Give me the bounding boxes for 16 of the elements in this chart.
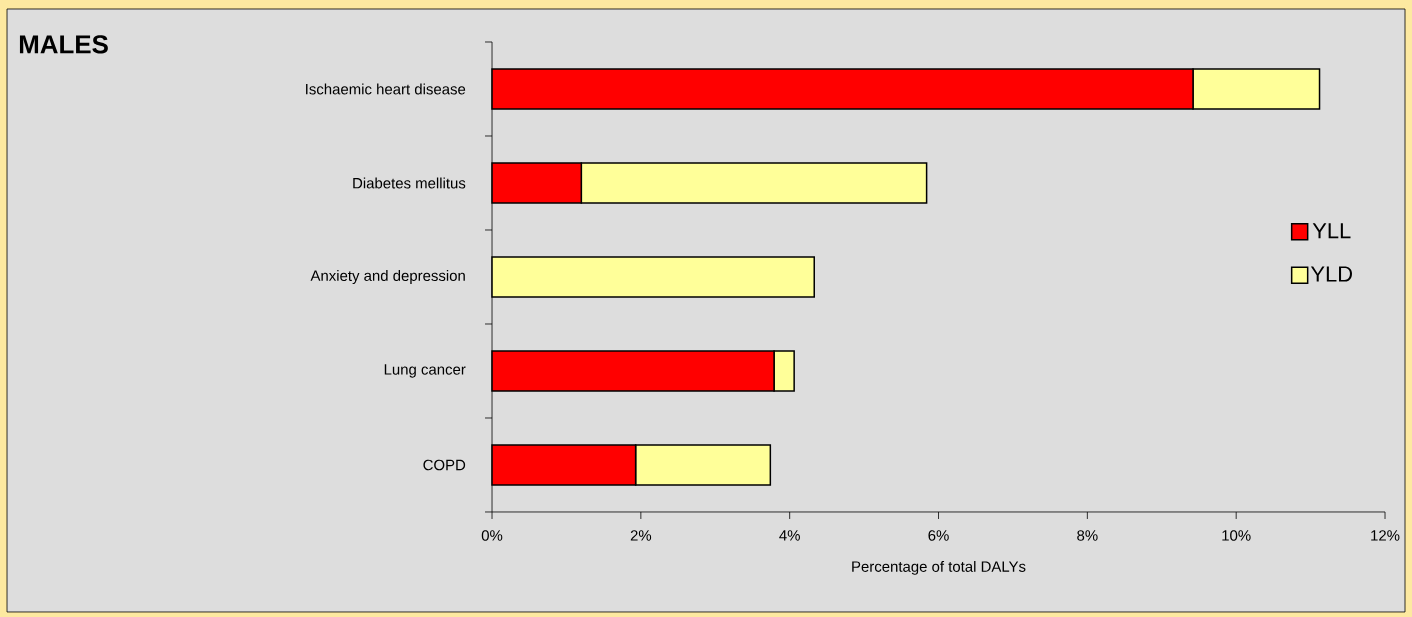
y-tick-label: Ischaemic heart disease (306, 83, 466, 95)
x-axis-title: Percentage of total DALYs (852, 560, 1026, 575)
x-tick-label: 6% (928, 530, 949, 541)
y-tick-label: COPD (423, 459, 466, 471)
legend-label: YLD (1310, 266, 1352, 282)
legend-label: YLL (1312, 223, 1351, 239)
y-tick-label: Lung cancer (384, 364, 466, 378)
x-tick-label: 4% (779, 530, 800, 541)
x-tick-label: 10% (1222, 530, 1251, 541)
x-tick-label: 0% (481, 530, 503, 541)
x-tick-label: 2% (630, 530, 652, 541)
x-tick-label: 12% (1371, 530, 1400, 541)
y-tick-label: Anxiety and depression (310, 270, 465, 284)
y-tick-label: Diabetes mellitus (353, 177, 466, 189)
x-tick-label: 8% (1077, 530, 1098, 541)
text: MALES (19, 35, 108, 54)
